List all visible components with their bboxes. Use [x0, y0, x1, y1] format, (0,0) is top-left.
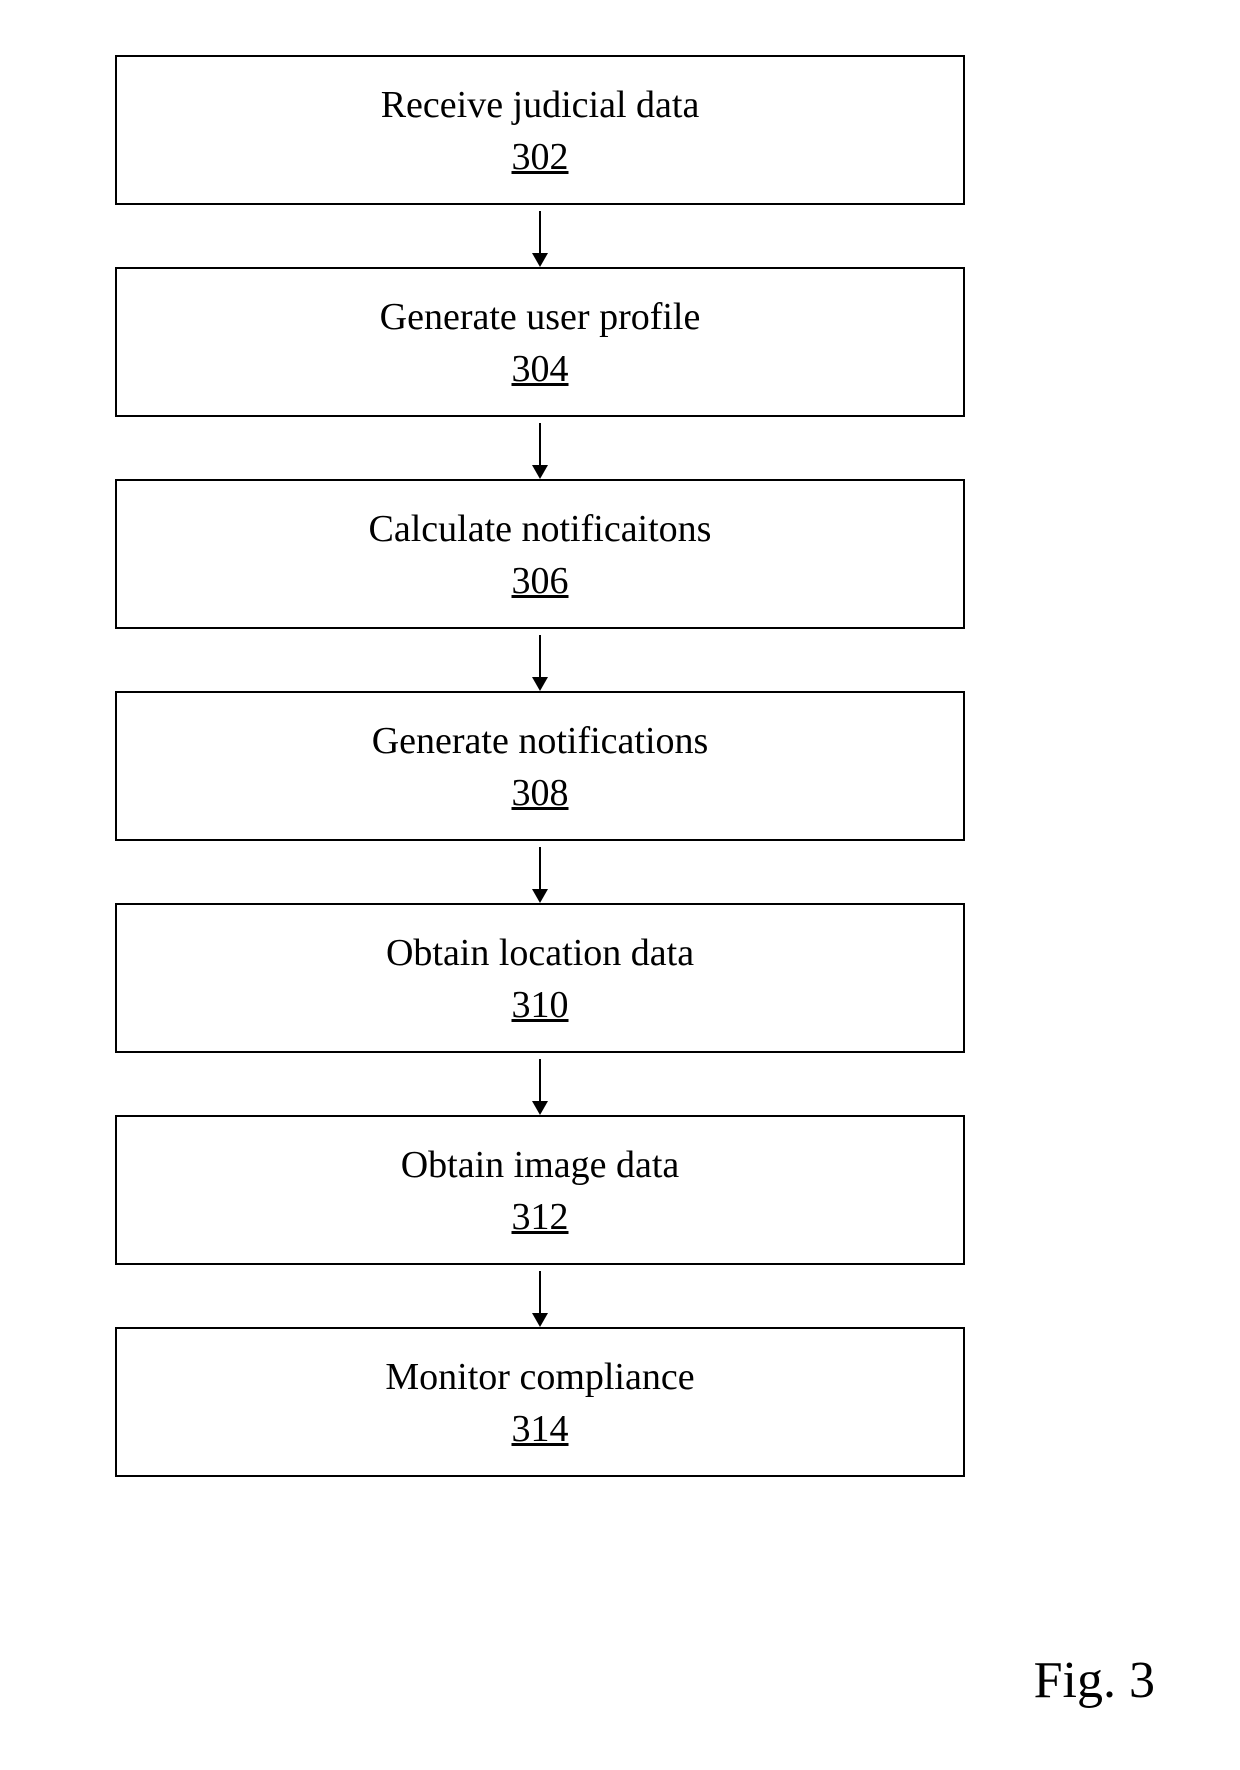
arrow-head-icon: [532, 1101, 548, 1115]
node-number: 314: [512, 1407, 569, 1451]
flow-arrow: [115, 841, 965, 903]
flow-node: Obtain image data 312: [115, 1115, 965, 1265]
node-number: 304: [512, 347, 569, 391]
flowchart-container: Receive judicial data 302 Generate user …: [115, 55, 965, 1477]
arrow-head-icon: [532, 465, 548, 479]
arrow-head-icon: [532, 1313, 548, 1327]
node-label: Receive judicial data: [381, 81, 700, 130]
flow-arrow: [115, 205, 965, 267]
node-label: Monitor compliance: [385, 1353, 694, 1402]
node-label: Obtain location data: [386, 929, 694, 978]
flow-node: Obtain location data 310: [115, 903, 965, 1053]
flow-arrow: [115, 1265, 965, 1327]
node-number: 310: [512, 983, 569, 1027]
flow-node: Calculate notificaitons 306: [115, 479, 965, 629]
flow-arrow: [115, 1053, 965, 1115]
arrow-head-icon: [532, 677, 548, 691]
figure-label: Fig. 3: [1034, 1651, 1155, 1710]
flow-node: Receive judicial data 302: [115, 55, 965, 205]
arrow-head-icon: [532, 253, 548, 267]
flow-node: Generate user profile 304: [115, 267, 965, 417]
node-number: 302: [512, 135, 569, 179]
node-number: 312: [512, 1195, 569, 1239]
flow-arrow: [115, 417, 965, 479]
flow-arrow: [115, 629, 965, 691]
arrow-head-icon: [532, 889, 548, 903]
node-label: Generate notifications: [372, 717, 709, 766]
node-label: Obtain image data: [401, 1141, 680, 1190]
node-number: 308: [512, 771, 569, 815]
flow-node: Monitor compliance 314: [115, 1327, 965, 1477]
node-label: Generate user profile: [380, 293, 701, 342]
flow-node: Generate notifications 308: [115, 691, 965, 841]
node-label: Calculate notificaitons: [369, 505, 712, 554]
node-number: 306: [512, 559, 569, 603]
